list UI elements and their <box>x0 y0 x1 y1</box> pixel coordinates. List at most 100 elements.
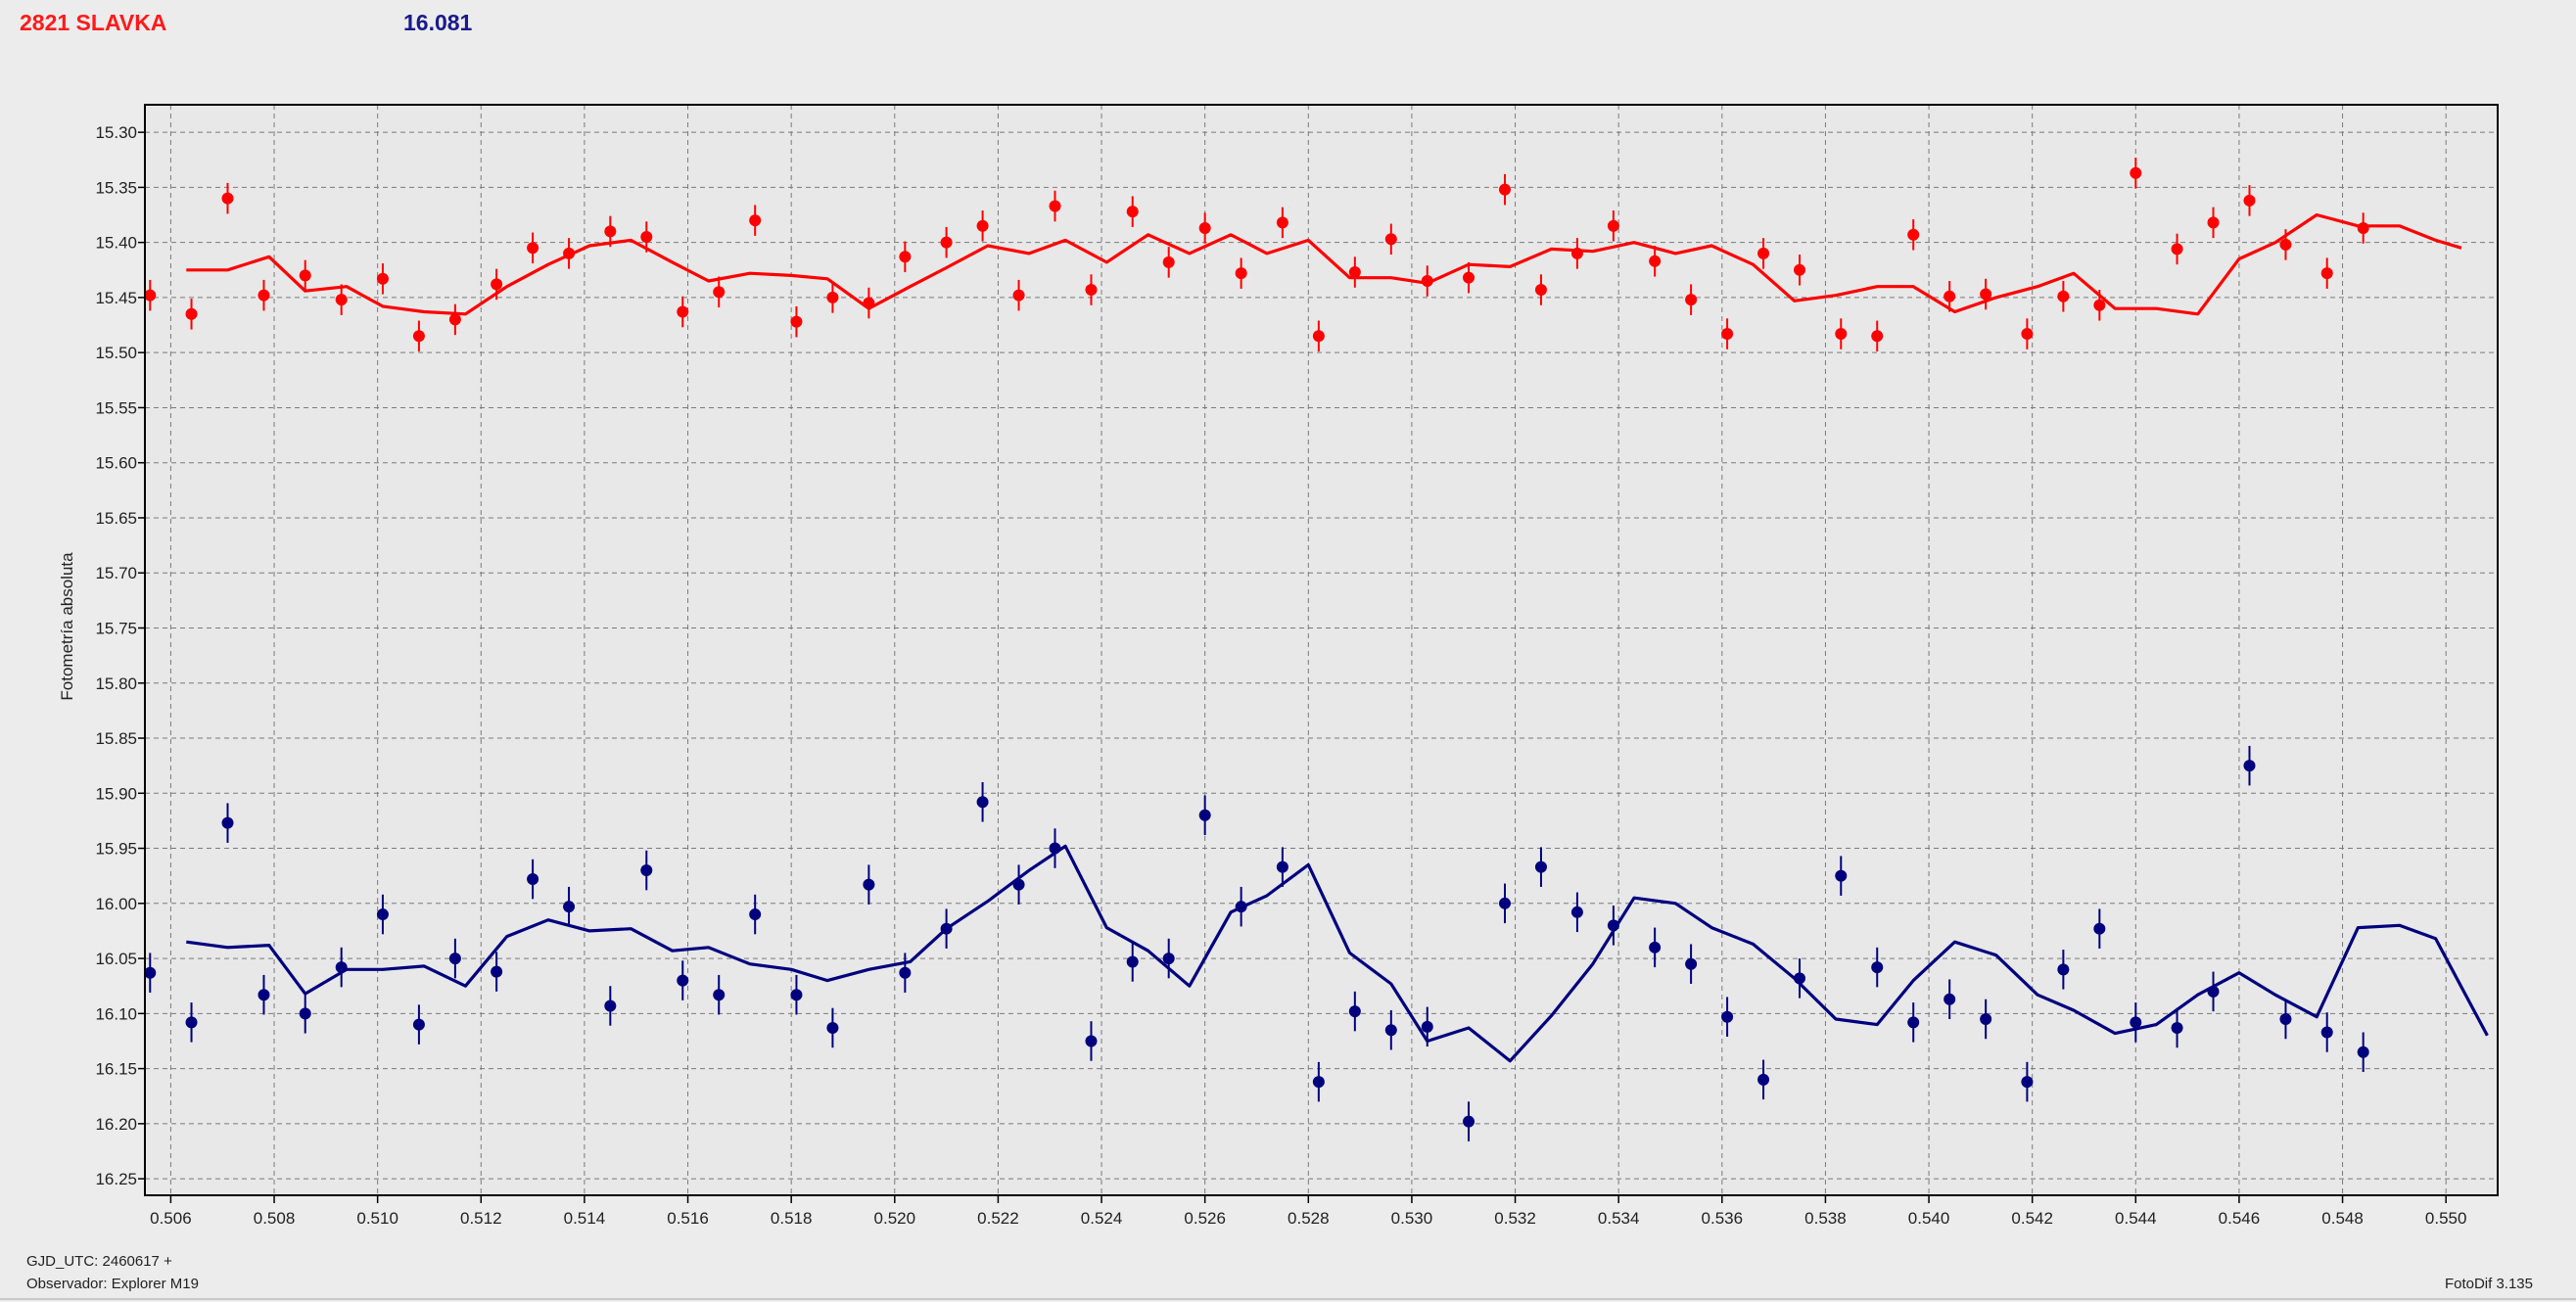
y-tick-label: 16.25 <box>95 1170 137 1188</box>
y-tick-label: 15.50 <box>95 344 137 362</box>
blue-data-point <box>448 953 461 965</box>
x-tick-label: 0.530 <box>1391 1209 1433 1228</box>
blue-data-point <box>1198 809 1211 821</box>
y-tick-label: 15.85 <box>95 729 137 748</box>
blue-data-point <box>2057 963 2070 976</box>
blue-data-point <box>2320 1026 2333 1039</box>
blue-data-point <box>2130 1016 2142 1029</box>
red-data-point <box>1721 328 1734 341</box>
red-data-point <box>2243 194 2256 207</box>
y-tick-label: 16.20 <box>95 1115 137 1134</box>
red-data-point <box>1276 216 1288 229</box>
x-tick-label: 0.508 <box>254 1209 296 1228</box>
red-data-point <box>1685 294 1698 306</box>
x-tick-label: 0.548 <box>2321 1209 2364 1228</box>
blue-data-point <box>749 908 762 921</box>
red-data-point <box>2093 299 2106 311</box>
blue-data-point <box>1871 961 1884 974</box>
blue-data-point <box>527 873 539 886</box>
red-data-point <box>2021 328 2034 341</box>
blue-data-point <box>1649 941 1662 953</box>
blue-data-point <box>1757 1073 1770 1086</box>
red-data-point <box>1463 271 1475 284</box>
blue-data-point <box>258 989 270 1001</box>
red-data-point <box>1871 330 1884 343</box>
blue-data-point <box>2207 985 2220 998</box>
blue-data-point <box>1944 993 1956 1005</box>
x-tick-label: 0.512 <box>460 1209 502 1228</box>
blue-data-point <box>826 1021 839 1034</box>
blue-data-point <box>2093 922 2106 935</box>
blue-data-point <box>563 901 576 913</box>
red-data-point <box>1348 266 1361 279</box>
y-tick-label: 15.90 <box>95 784 137 803</box>
blue-data-point <box>1126 955 1139 968</box>
red-data-point <box>1944 290 1956 302</box>
blue-data-point <box>491 965 503 978</box>
red-data-point <box>412 330 425 343</box>
blue-data-point <box>1534 860 1547 873</box>
blue-data-point <box>1348 1005 1361 1018</box>
blue-data-point <box>863 878 875 891</box>
red-data-point <box>185 307 198 320</box>
x-tick-label: 0.550 <box>2425 1209 2467 1228</box>
red-data-point <box>1126 206 1139 218</box>
blue-data-point <box>899 966 912 979</box>
blue-data-point <box>1980 1012 1992 1025</box>
x-tick-label: 0.534 <box>1598 1209 1640 1228</box>
red-data-point <box>604 225 617 238</box>
blue-data-point <box>1907 1016 1920 1029</box>
y-tick-label: 15.70 <box>95 564 137 582</box>
red-data-point <box>749 214 762 227</box>
object-name-label: 2821 SLAVKA <box>20 10 167 35</box>
red-data-point <box>1312 330 1325 343</box>
plot-frame <box>144 104 2499 1196</box>
red-data-point <box>1649 255 1662 267</box>
y-tick-label: 15.60 <box>95 454 137 473</box>
red-data-point <box>1980 288 1992 301</box>
x-tick-label: 0.516 <box>667 1209 709 1228</box>
red-data-point <box>1607 219 1619 232</box>
blue-data-point <box>1085 1035 1098 1047</box>
red-data-point <box>1162 256 1175 268</box>
blue-data-point <box>1570 906 1583 918</box>
x-tick-label: 0.518 <box>771 1209 813 1228</box>
observer-label: Observador: Explorer M19 <box>26 1276 199 1292</box>
red-data-point <box>2357 222 2369 235</box>
x-tick-label: 0.510 <box>356 1209 398 1228</box>
y-tick-label: 16.05 <box>95 950 137 968</box>
red-data-point <box>491 278 503 291</box>
red-data-point <box>527 242 539 255</box>
x-tick-label: 0.544 <box>2115 1209 2157 1228</box>
gjd-utc-label: GJD_UTC: 2460617 + <box>26 1253 172 1270</box>
red-data-point <box>899 251 912 263</box>
blue-data-point <box>790 989 803 1001</box>
red-data-point <box>863 297 875 309</box>
blue-data-point <box>376 908 389 921</box>
red-data-point <box>1907 228 1920 241</box>
x-tick-label: 0.520 <box>874 1209 916 1228</box>
red-data-point <box>1757 247 1770 259</box>
x-tick-label: 0.546 <box>2219 1209 2261 1228</box>
red-data-point <box>1498 183 1511 196</box>
red-data-point <box>448 313 461 326</box>
blue-data-point <box>299 1007 311 1020</box>
blue-data-point <box>1498 897 1511 909</box>
red-data-point <box>1085 284 1098 297</box>
blue-data-point <box>2279 1012 2292 1025</box>
blue-data-point <box>2021 1076 2034 1089</box>
blue-data-point <box>1276 860 1288 873</box>
blue-data-point <box>1421 1020 1433 1033</box>
x-tick-label: 0.524 <box>1081 1209 1123 1228</box>
red-data-point <box>826 291 839 303</box>
blue-data-point <box>335 961 348 974</box>
x-tick-label: 0.526 <box>1184 1209 1226 1228</box>
blue-data-point <box>713 989 726 1001</box>
red-data-point <box>2207 216 2220 229</box>
red-data-point <box>1421 275 1433 288</box>
red-data-point <box>1384 233 1397 246</box>
red-data-point <box>1794 263 1806 276</box>
blue-data-point <box>221 816 234 829</box>
blue-data-point <box>1463 1115 1475 1128</box>
red-data-point <box>2057 290 2070 302</box>
